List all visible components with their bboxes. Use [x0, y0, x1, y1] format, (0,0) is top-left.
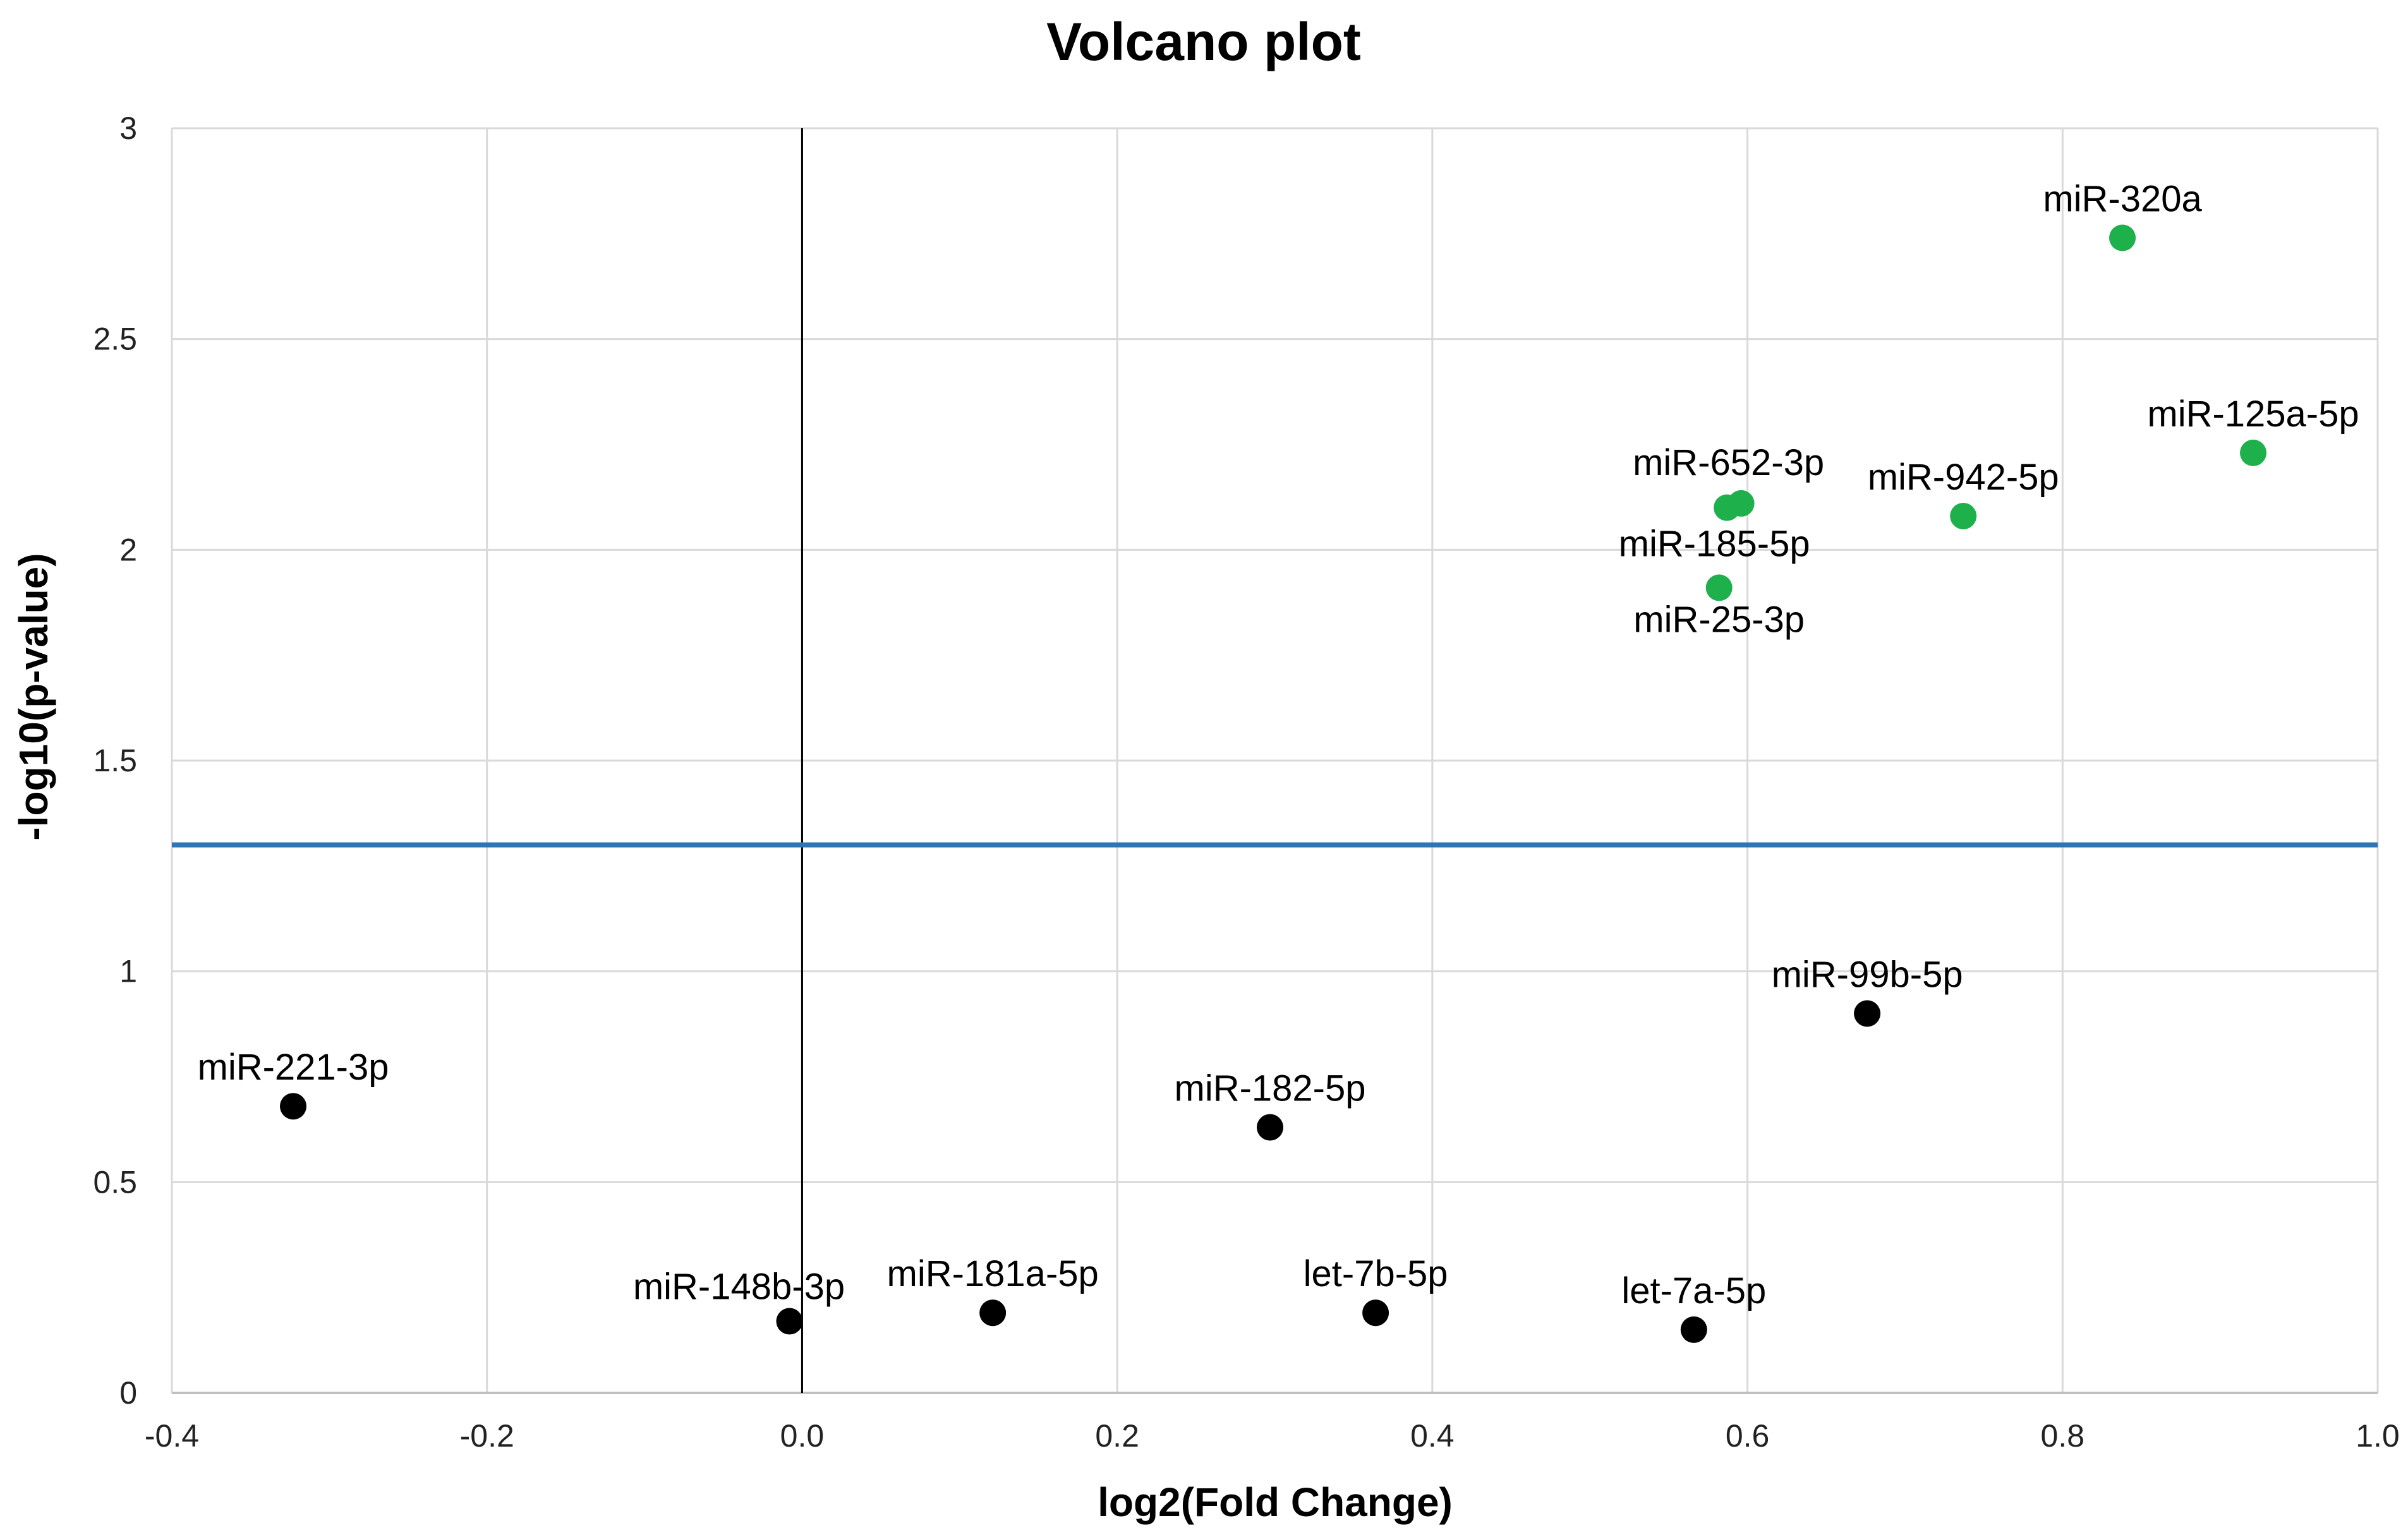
data-point [979, 1299, 1007, 1327]
axes: -0.4 -0.2 0.0 0.2 0.4 0.6 0.8 1.0 0 0.5 1 1.5 2 2.5 3 [93, 111, 2399, 1454]
data-point-label: miR-182-5p [1175, 1068, 1366, 1109]
data-point [1680, 1316, 1707, 1343]
data-point-label: miR-221-3p [198, 1047, 389, 1088]
gridlines [171, 127, 2379, 1394]
data-point [1257, 1114, 1284, 1141]
data-point-label: miR-99b-5p [1772, 954, 1963, 995]
x-tick-label: 0.8 [2041, 1418, 2085, 1454]
data-point-label: miR-652-3p [1633, 442, 1824, 483]
x-tick-label: 0.6 [1726, 1418, 1770, 1454]
data-point [1714, 494, 1741, 521]
data-point-label: miR-942-5p [1868, 457, 2059, 498]
point-labels: miR-320a miR-125a-5p miR-942-5p miR-652-3p m… [198, 179, 2359, 1311]
x-tick-label: -0.4 [145, 1418, 199, 1454]
data-point-label: let-7a-5p [1621, 1270, 1766, 1311]
data-point-label: let-7b-5p [1304, 1253, 1448, 1294]
data-point-label: miR-25-3p [1633, 599, 1805, 640]
data-points [280, 224, 2267, 1343]
reference-lines [172, 128, 2378, 1393]
x-axis-title: log2(Fold Change) [1098, 1479, 1453, 1525]
y-axis-title: -log10(p-value) [11, 553, 56, 840]
data-point [1950, 502, 1977, 529]
y-tick-label: 2.5 [93, 322, 137, 357]
data-point [2109, 224, 2136, 251]
data-point [1705, 574, 1733, 601]
y-tick-label: 3 [119, 111, 137, 146]
data-point-label: miR-181a-5p [887, 1253, 1099, 1294]
x-tick-label: 1.0 [2356, 1418, 2400, 1454]
data-point-label: miR-185-5p [1619, 524, 1810, 565]
x-tick-label: 0.4 [1410, 1418, 1455, 1454]
x-tick-label: 0.0 [780, 1418, 825, 1454]
y-tick-label: 2 [119, 532, 137, 567]
y-tick-label: 0 [119, 1375, 137, 1411]
data-point [1362, 1299, 1389, 1327]
data-point-label: miR-320a [2043, 179, 2202, 220]
y-tick-label: 1.5 [93, 743, 137, 778]
data-point-label: miR-125a-5p [2147, 394, 2359, 435]
data-point [2240, 439, 2267, 466]
chart-title: Volcano plot [1046, 12, 1361, 71]
y-tick-label: 0.5 [93, 1164, 137, 1200]
x-tick-label: 0.2 [1095, 1418, 1139, 1454]
x-tick-label: -0.2 [460, 1418, 514, 1454]
data-point-label: miR-148b-3p [633, 1267, 845, 1308]
data-point [776, 1308, 803, 1335]
data-point [1854, 1000, 1881, 1027]
data-point [280, 1093, 307, 1120]
y-tick-label: 1 [119, 954, 137, 989]
